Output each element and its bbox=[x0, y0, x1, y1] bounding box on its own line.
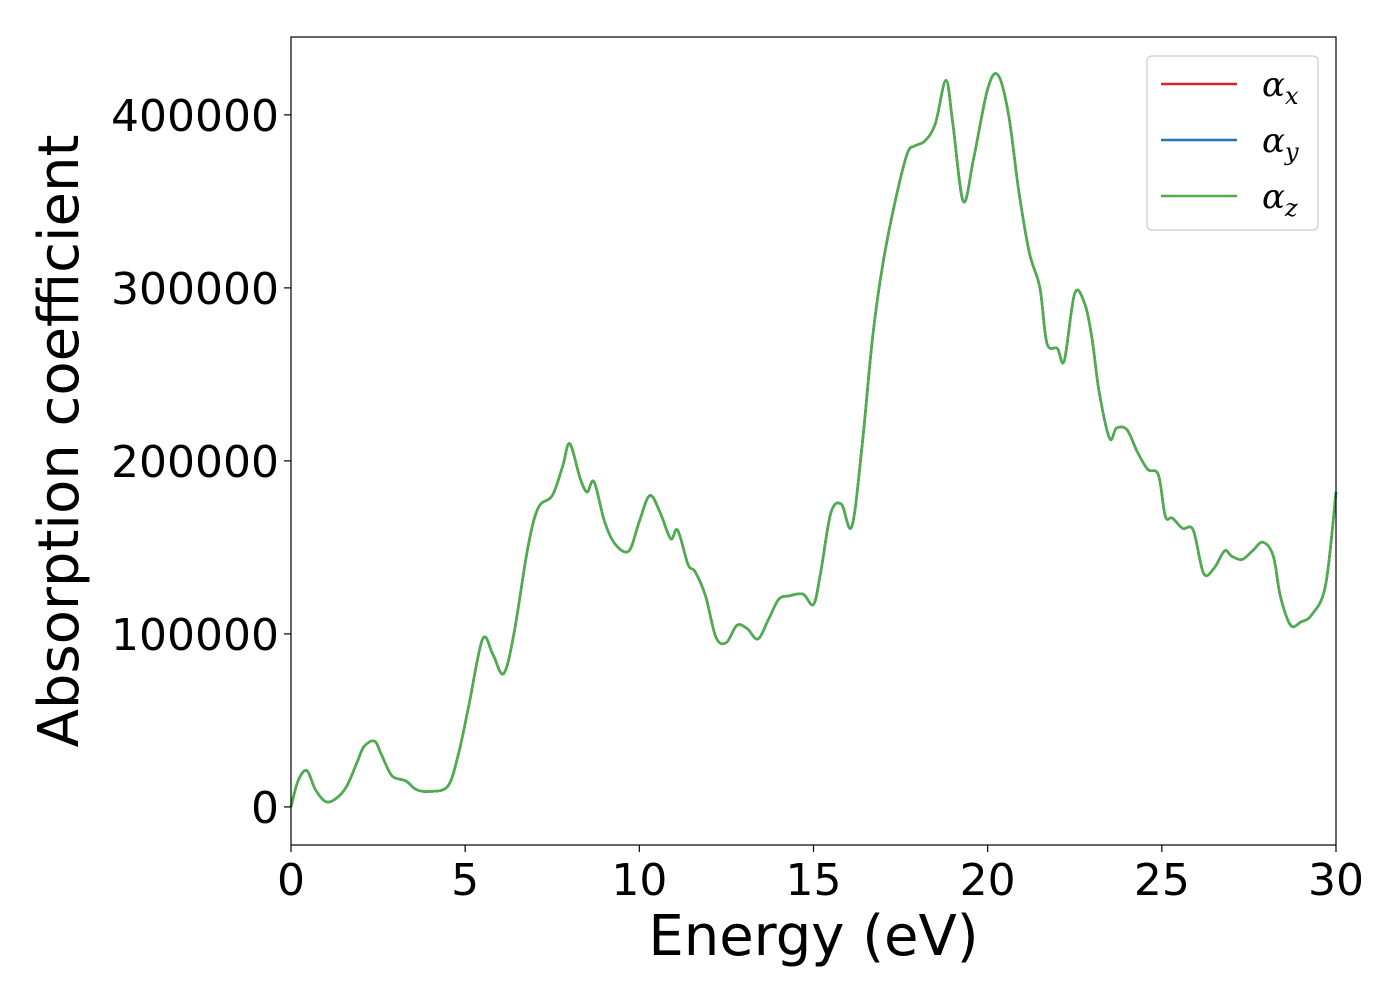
x-tick-label: 20 bbox=[960, 855, 1016, 906]
legend-box bbox=[1146, 55, 1319, 231]
x-tick-label: 30 bbox=[1308, 855, 1364, 906]
y-tick-label: 200000 bbox=[111, 437, 279, 488]
legend-label-z: αz bbox=[1262, 177, 1298, 222]
series-line-z bbox=[289, 72, 1338, 808]
series-layer bbox=[289, 72, 1338, 808]
x-axis-title: Energy (eV) bbox=[648, 904, 978, 969]
legend-label-y: αy bbox=[1262, 121, 1299, 166]
x-tick-label: 25 bbox=[1134, 855, 1190, 906]
y-axis-title: Absorption coefficient bbox=[27, 135, 92, 748]
legend: αx αy αz bbox=[1146, 55, 1319, 231]
y-tick-label: 100000 bbox=[111, 610, 279, 661]
x-tick-label: 15 bbox=[786, 855, 842, 906]
x-axis-ticks: 0 5 10 15 20 25 30 bbox=[277, 845, 1364, 906]
x-tick-label: 5 bbox=[451, 855, 479, 906]
y-tick-label: 300000 bbox=[111, 264, 279, 315]
y-tick-label: 400000 bbox=[111, 91, 279, 142]
y-axis-ticks: 0 100000 200000 300000 400000 bbox=[111, 91, 291, 834]
y-tick-label: 0 bbox=[251, 783, 279, 834]
x-tick-label: 10 bbox=[611, 855, 667, 906]
x-tick-label: 0 bbox=[277, 855, 305, 906]
legend-label-x: αx bbox=[1262, 65, 1299, 110]
